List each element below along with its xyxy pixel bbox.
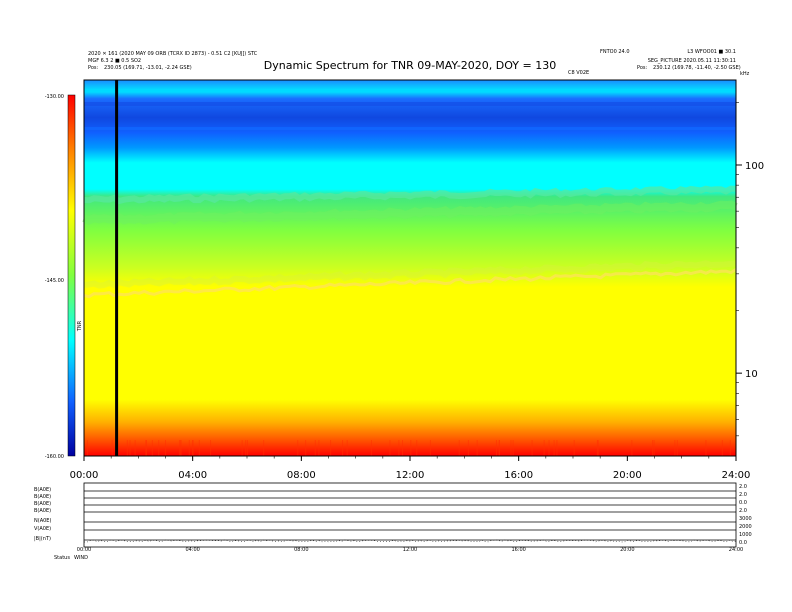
panel-x-label: 04:00 <box>185 547 199 553</box>
panel-right-tick-label: 0.0 <box>739 540 747 546</box>
colorbar-bottom-label: -160.00 <box>45 454 64 460</box>
band-boundary <box>83 185 737 205</box>
x-axis: 00:00 04:00 08:00 12:00 16:00 20:00 24:00 <box>70 456 751 481</box>
panel-x-label: 20:00 <box>620 547 634 553</box>
colorbar <box>67 94 76 457</box>
spectrogram <box>82 79 738 457</box>
colorbar-top-label: -130.00 <box>45 94 64 100</box>
panel-x-label: 24:00 <box>729 547 743 553</box>
x-tick-label: 04:00 <box>178 470 207 481</box>
panel-right-tick-label: 3000 <box>739 516 752 522</box>
panel-x-label: 08:00 <box>294 547 308 553</box>
colorbar-mid-label: -145.00 <box>45 278 64 284</box>
upper-band <box>84 127 736 130</box>
panel-frame <box>83 482 737 548</box>
x-tick-label: 20:00 <box>613 470 642 481</box>
panel-right-tick-label: 1000 <box>739 532 752 538</box>
header-right-line2: SEG_PICTURE 2020.05.11 11:30:11 <box>648 58 736 64</box>
panel-x-label: 12:00 <box>403 547 417 553</box>
header-right-line1a: FNTO0 24.0 <box>600 49 630 55</box>
upper-band <box>84 102 736 106</box>
x-tick-label: 24:00 <box>722 470 751 481</box>
panel-right-tick-label: 2000 <box>739 524 752 530</box>
panel-row-label: B(A0E) <box>34 494 51 500</box>
panel-row-label: V(A0E) <box>34 526 51 532</box>
header-right-line1b: L3 WFOO01 ■ 30.1 <box>687 49 736 55</box>
panel-right-tick-label: 2.0 <box>739 508 747 514</box>
panel-right-tick-label: 2.0 <box>739 492 747 498</box>
header-right-pos-value: 230.12 (169.78, -11.40, -2.50 GSE) <box>653 65 741 71</box>
y-tick-label: 100 <box>745 161 764 172</box>
panel-row-label: B(A0E) <box>34 508 51 514</box>
parameter-panel: B(A0E)B(A0E)B(A0E)B(A0E)N(A0E)V(A0E)|B|(… <box>34 482 752 553</box>
panel-row-label: N(A0E) <box>34 518 51 524</box>
panel-x-label: 00:00 <box>77 547 91 553</box>
panel-footer-value: WIND <box>74 555 88 561</box>
panel-row-label: B(A0E) <box>34 501 51 507</box>
chart-title: Dynamic Spectrum for TNR 09-MAY-2020, DO… <box>264 59 556 72</box>
x-tick-label: 12:00 <box>396 470 425 481</box>
upper-band <box>84 90 736 92</box>
header-right-edge-label: kHz <box>740 71 750 77</box>
y-tick-label: 10 <box>745 369 758 380</box>
x-tick-label: 16:00 <box>504 470 533 481</box>
header-left-line2: MGF 6.3 2 ■ 0.5 SO2 <box>88 58 141 64</box>
panel-x-label: 16:00 <box>511 547 525 553</box>
panel-right-tick-label: 2.0 <box>739 484 747 490</box>
panel-trace <box>84 539 737 543</box>
panel-footer-label: Status <box>54 555 70 561</box>
header-left-pos-value: 230.05 (169.71, -13.01, -2.24 GSE) <box>104 65 192 71</box>
header-right-pos-label: Pos: <box>637 65 648 71</box>
header-mid-label: C8 V02E <box>568 70 589 76</box>
band-boundary <box>82 200 738 225</box>
panel-row-label: B(A0E) <box>34 487 51 493</box>
y-axis: 10 100 <box>736 102 764 437</box>
colorbar-axis-label: TNR <box>77 320 83 332</box>
panel-right-tick-label: 0.0 <box>739 500 747 506</box>
spectrogram-texture <box>82 90 738 456</box>
x-tick-label: 08:00 <box>287 470 316 481</box>
x-tick-label: 00:00 <box>70 470 99 481</box>
header-left-pos-label: Pos: <box>88 65 99 71</box>
band-boundary <box>83 268 737 299</box>
band-boundary <box>83 260 737 289</box>
spectrogram-field <box>84 80 736 456</box>
panel-row-label: |B|(nT) <box>34 536 51 542</box>
header-left-line1: 2020 ✕ 161 (2020 MAY 09 ORB (TCRX ID 287… <box>88 51 258 57</box>
